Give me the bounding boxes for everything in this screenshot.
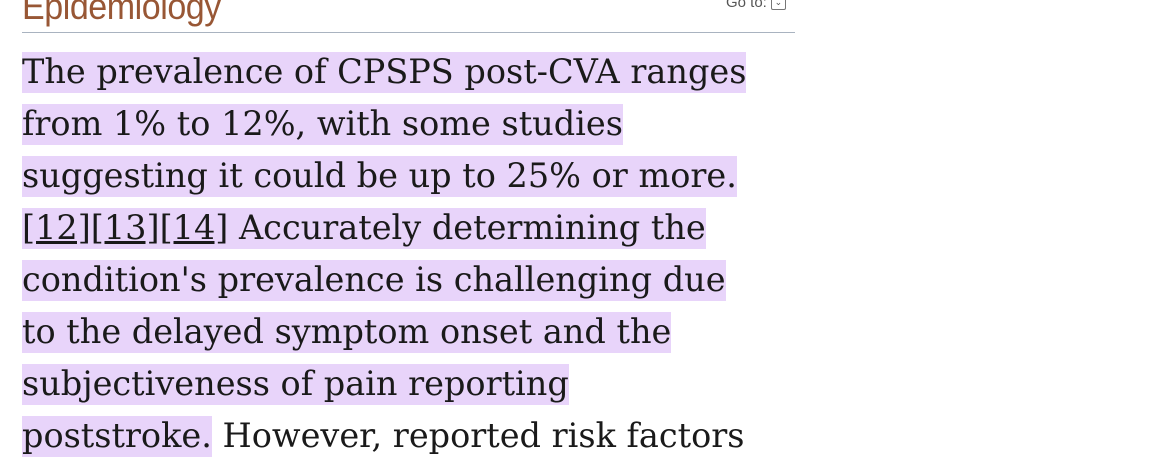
reference-link-12[interactable]: [12] xyxy=(22,208,91,247)
highlighted-text: to the delayed symptom onset and the xyxy=(22,312,672,353)
goto-label: Go to: xyxy=(726,0,767,11)
highlighted-text: condition's prevalence is challenging du… xyxy=(22,260,726,301)
text: Accurately determining the xyxy=(228,208,706,247)
reference-link-14[interactable]: [14] xyxy=(159,208,229,247)
highlighted-text: [12][13][14] Accurately determining the xyxy=(22,208,706,249)
section-heading: Epidemiology xyxy=(22,0,221,27)
highlighted-text: from 1% to 12%, with some studies xyxy=(22,104,623,145)
highlighted-text: The prevalence of CPSPS post-CVA ranges xyxy=(22,52,747,93)
heading-divider xyxy=(22,32,795,33)
chevron-down-icon[interactable]: ⌄ xyxy=(770,0,786,10)
text: However, reported risk factors xyxy=(211,416,745,455)
highlighted-text: suggesting it could be up to 25% or more… xyxy=(22,156,737,197)
goto-menu[interactable]: Go to: ⌄ xyxy=(726,0,786,11)
paragraph: The prevalence of CPSPS post-CVA ranges … xyxy=(22,48,747,464)
highlighted-text: subjectiveness of pain reporting xyxy=(22,364,569,405)
reference-link-13[interactable]: [13] xyxy=(90,208,160,247)
highlighted-text: poststroke. xyxy=(22,416,212,457)
